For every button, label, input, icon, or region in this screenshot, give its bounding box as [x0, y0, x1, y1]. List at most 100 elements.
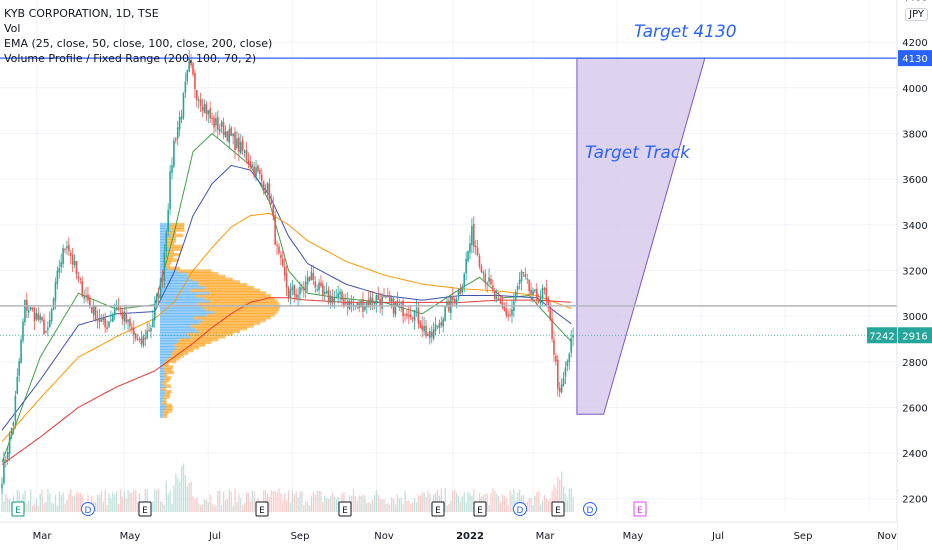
candle-body[interactable] [90, 307, 93, 313]
candle-body[interactable] [509, 315, 511, 317]
candle-body[interactable] [127, 319, 129, 323]
candle-body[interactable] [492, 285, 494, 290]
candle-body[interactable] [291, 287, 294, 291]
candle-body[interactable] [493, 290, 496, 299]
legend-symbol[interactable]: KYB CORPORATION, 1D, TSE [4, 7, 159, 20]
dividend-marker[interactable]: D [81, 502, 95, 517]
candle-body[interactable] [117, 305, 120, 308]
candle-body[interactable] [85, 295, 87, 297]
candle-body[interactable] [566, 361, 569, 367]
ema-line-1[interactable] [1, 132, 572, 463]
candle-body[interactable] [486, 282, 488, 284]
candle-body[interactable] [387, 295, 389, 297]
candle-body[interactable] [557, 360, 559, 389]
candle-body[interactable] [129, 318, 131, 327]
candle-body[interactable] [402, 300, 404, 317]
candle-body[interactable] [8, 434, 11, 455]
candle-body[interactable] [478, 256, 481, 267]
candle-body[interactable] [304, 282, 307, 291]
candle-body[interactable] [377, 294, 380, 300]
candle-body[interactable] [146, 330, 148, 339]
candle-body[interactable] [482, 271, 485, 274]
candle-body[interactable] [299, 287, 301, 295]
candle-body[interactable] [87, 294, 89, 301]
candle-body[interactable] [341, 291, 343, 300]
candle-body[interactable] [555, 355, 557, 362]
candle-body[interactable] [419, 321, 422, 328]
candle-body[interactable] [5, 459, 7, 461]
candle-body[interactable] [43, 319, 45, 335]
candle-body[interactable] [345, 302, 347, 304]
candle-body[interactable] [348, 300, 351, 310]
candle-body[interactable] [24, 299, 26, 323]
candle-body[interactable] [35, 313, 38, 320]
candle-body[interactable] [161, 278, 164, 282]
candle-body[interactable] [474, 245, 477, 248]
candle-body[interactable] [408, 315, 410, 317]
candle-body[interactable] [549, 305, 551, 320]
candle-body[interactable] [217, 116, 219, 130]
earnings-marker[interactable]: E [338, 501, 352, 517]
candle-body[interactable] [20, 339, 22, 363]
candle-body[interactable] [54, 282, 57, 301]
candle-body[interactable] [379, 298, 381, 307]
candle-body[interactable] [310, 271, 313, 281]
candle-body[interactable] [203, 104, 206, 113]
candle-body[interactable] [186, 70, 189, 82]
candle-body[interactable] [383, 296, 385, 298]
candle-body[interactable] [22, 321, 24, 341]
candle-body[interactable] [199, 99, 202, 106]
candle-body[interactable] [539, 297, 542, 304]
candle-body[interactable] [495, 296, 498, 299]
candle-body[interactable] [234, 132, 236, 151]
candle-body[interactable] [272, 204, 275, 217]
candle-body[interactable] [14, 395, 17, 421]
candle-body[interactable] [255, 167, 257, 177]
candle-body[interactable] [366, 301, 368, 308]
candle-body[interactable] [522, 271, 525, 273]
candle-body[interactable] [463, 274, 466, 288]
candle-body[interactable] [68, 244, 70, 251]
candle-body[interactable] [79, 278, 82, 280]
candle-body[interactable] [446, 301, 448, 307]
candle-body[interactable] [201, 106, 204, 111]
candle-body[interactable] [514, 292, 517, 300]
candle-body[interactable] [98, 317, 101, 323]
candle-body[interactable] [541, 287, 544, 298]
candle-body[interactable] [434, 324, 437, 331]
candle-body[interactable] [10, 427, 13, 434]
candle-body[interactable] [568, 353, 571, 363]
candle-body[interactable] [520, 271, 523, 282]
candle-body[interactable] [442, 319, 445, 327]
candle-body[interactable] [501, 302, 504, 308]
candle-body[interactable] [104, 318, 106, 328]
candle-body[interactable] [33, 308, 36, 322]
candle-body[interactable] [123, 311, 126, 322]
candle-body[interactable] [69, 253, 72, 256]
candle-body[interactable] [436, 325, 439, 327]
candle-body[interactable] [429, 331, 431, 339]
candle-body[interactable] [356, 302, 359, 306]
candle-body[interactable] [108, 321, 110, 328]
candle-body[interactable] [274, 215, 276, 245]
candle-body[interactable] [461, 286, 464, 293]
candle-body[interactable] [440, 322, 443, 326]
candle-body[interactable] [71, 254, 74, 265]
candle-body[interactable] [421, 325, 423, 330]
candle-body[interactable] [138, 338, 141, 340]
candle-body[interactable] [31, 307, 34, 310]
candle-body[interactable] [280, 255, 282, 258]
candle-body[interactable] [1, 483, 3, 489]
last-price-box[interactable] [898, 327, 932, 344]
candle-body[interactable] [413, 309, 416, 321]
candle-body[interactable] [432, 329, 435, 339]
candle-body[interactable] [155, 294, 158, 304]
candle-body[interactable] [530, 289, 532, 295]
candle-body[interactable] [320, 282, 322, 287]
candle-body[interactable] [337, 293, 339, 297]
dividend-marker[interactable]: D [513, 502, 527, 517]
candle-body[interactable] [159, 278, 162, 300]
candle-body[interactable] [134, 333, 137, 339]
candle-body[interactable] [58, 267, 61, 273]
